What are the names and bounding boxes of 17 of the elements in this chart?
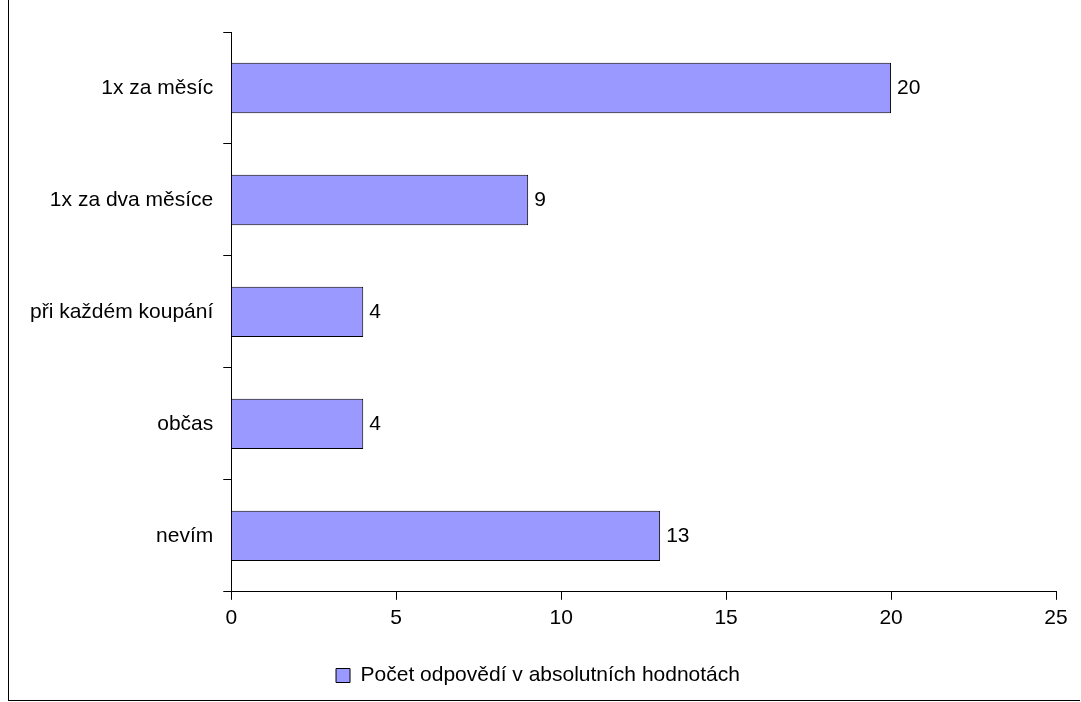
- y-tick-label: 1x za měsíc: [101, 74, 214, 98]
- y-tick-label: při každém koupání: [29, 298, 214, 322]
- data-label: 13: [666, 522, 690, 546]
- x-tick-label: 5: [390, 605, 403, 629]
- data-label: 20: [897, 74, 921, 98]
- x-tick-label: 20: [879, 605, 903, 629]
- data-label: 9: [534, 186, 546, 210]
- y-tick-label: 1x za dva měsíce: [49, 186, 214, 210]
- legend-label: Počet odpovědí v absolutních hodnotách: [360, 662, 740, 686]
- data-label: 4: [369, 298, 382, 322]
- x-tick-label: 0: [225, 605, 238, 629]
- x-tick-label: 25: [1044, 605, 1068, 629]
- y-tick-label: nevím: [156, 522, 214, 546]
- data-label: 4: [369, 410, 382, 434]
- x-tick-label: 10: [549, 605, 573, 629]
- x-tick-label: 15: [714, 605, 738, 629]
- y-tick-label: občas: [157, 410, 214, 434]
